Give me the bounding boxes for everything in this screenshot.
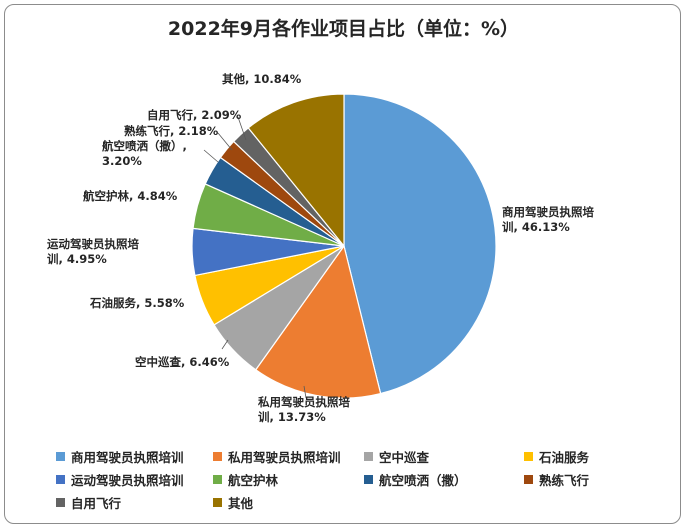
data-label-line: 商用驾驶员执照培 — [502, 205, 594, 219]
legend-label: 自用飞行 — [71, 496, 122, 511]
legend-label: 商用驾驶员执照培训 — [71, 450, 184, 465]
data-label: 航空喷洒（撒）, 3.20% — [102, 139, 187, 169]
legend-item: 私用驾驶员执照培训 — [213, 447, 341, 466]
legend-label: 航空护林 — [228, 473, 279, 488]
data-label-line: 航空喷洒（撒）, — [102, 139, 187, 153]
data-label: 空中巡查, 6.46% — [135, 355, 229, 370]
legend-item: 其他 — [213, 493, 253, 512]
legend-swatch — [213, 452, 222, 461]
pie-slice — [247, 93, 345, 248]
data-label-line: 训, 13.73% — [258, 410, 326, 424]
data-label: 运动驾驶员执照培 训, 4.95% — [47, 237, 139, 267]
pie-slice — [254, 244, 382, 399]
legend-label: 石油服务 — [539, 450, 590, 465]
leader-line — [237, 116, 247, 141]
data-label: 私用驾驶员执照培 训, 13.73% — [258, 395, 350, 425]
data-label-line: 自用飞行, 2.09% — [147, 108, 242, 122]
legend-swatch — [56, 452, 65, 461]
data-label: 自用飞行, 2.09% — [147, 108, 241, 123]
data-label-line: 训, 4.95% — [47, 252, 107, 266]
data-label: 石油服务, 5.58% — [90, 296, 184, 311]
legend-swatch — [56, 475, 65, 484]
legend-swatch — [56, 498, 65, 507]
legend-swatch — [524, 452, 533, 461]
legend-item: 自用飞行 — [56, 493, 121, 512]
leader-line — [221, 339, 229, 350]
data-label-line: 其他, 10.84% — [222, 72, 302, 86]
legend-item: 熟练飞行 — [524, 470, 589, 489]
legend-item: 空中巡查 — [364, 447, 429, 466]
data-label: 航空护林, 4.84% — [83, 189, 177, 204]
legend-label: 航空喷洒（撒） — [379, 473, 467, 488]
legend-item: 商用驾驶员执照培训 — [56, 447, 184, 466]
legend-item: 航空喷洒（撒） — [364, 470, 467, 489]
data-label: 熟练飞行, 2.18% — [124, 124, 218, 139]
data-label-line: 熟练飞行, 2.18% — [124, 124, 219, 138]
legend-item: 航空护林 — [213, 470, 278, 489]
legend-label: 其他 — [228, 496, 254, 511]
leader-line — [203, 149, 219, 163]
legend-label: 运动驾驶员执照培训 — [71, 473, 184, 488]
pie-slice — [343, 93, 497, 395]
data-label-line: 训, 46.13% — [502, 220, 570, 234]
legend-swatch — [364, 475, 373, 484]
legend-swatch — [364, 452, 373, 461]
leader-line — [303, 385, 307, 399]
legend-swatch — [213, 475, 222, 484]
data-label-line: 私用驾驶员执照培 — [258, 395, 350, 409]
data-label-line: 运动驾驶员执照培 — [47, 237, 139, 251]
data-label-line: 航空护林, 4.84% — [83, 189, 178, 203]
legend-swatch — [524, 475, 533, 484]
chart-title: 2022年9月各作业项目占比（单位：%） — [167, 18, 520, 40]
data-label-line: 3.20% — [102, 154, 142, 168]
legend-item: 石油服务 — [524, 447, 589, 466]
legend-label: 私用驾驶员执照培训 — [228, 450, 341, 465]
data-label: 其他, 10.84% — [222, 72, 301, 87]
data-label-line: 石油服务, 5.58% — [90, 296, 185, 310]
legend-label: 空中巡查 — [379, 450, 430, 465]
legend-swatch — [213, 498, 222, 507]
data-label-line: 空中巡查, 6.46% — [135, 355, 230, 369]
leader-line — [217, 132, 233, 151]
legend-item: 运动驾驶员执照培训 — [56, 470, 184, 489]
data-label: 商用驾驶员执照培 训, 46.13% — [502, 205, 594, 235]
legend-label: 熟练飞行 — [539, 473, 590, 488]
